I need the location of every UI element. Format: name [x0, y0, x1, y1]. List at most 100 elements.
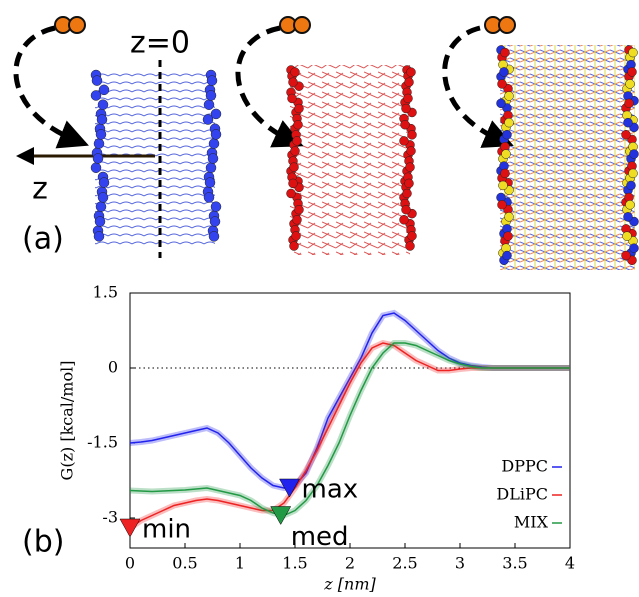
headgroup	[625, 200, 635, 210]
headgroup	[286, 188, 296, 199]
x-tick-label: 1	[235, 554, 245, 573]
headgroup	[209, 216, 221, 227]
headgroup	[406, 67, 416, 77]
headgroup	[98, 84, 110, 96]
path-arrow	[235, 25, 304, 148]
annotation-marker	[270, 506, 292, 526]
headgroup	[406, 146, 416, 156]
headgroup	[622, 231, 632, 241]
headgroup	[621, 250, 631, 261]
annotation-marker	[119, 518, 141, 538]
series-line	[129, 342, 570, 517]
headgroup	[623, 117, 633, 128]
headgroup	[404, 77, 414, 87]
headgroup	[98, 177, 110, 188]
headgroup	[502, 250, 512, 261]
headgroup	[400, 119, 410, 130]
y-axis-label: G(z) [kcal/mol]	[58, 361, 77, 481]
headgroup	[204, 177, 216, 188]
headgroup	[401, 103, 411, 114]
headgroup	[294, 103, 304, 114]
y-tick-label: 0	[108, 358, 118, 377]
solute	[293, 16, 311, 34]
headgroup	[405, 241, 415, 251]
headgroup	[628, 47, 638, 58]
headgroup	[401, 204, 411, 215]
headgroup	[293, 119, 303, 130]
annotation-label: min	[142, 515, 191, 545]
headgroup	[290, 146, 300, 156]
x-tick-label: 3	[455, 554, 465, 573]
headgroup	[403, 93, 413, 104]
headgroup	[502, 129, 512, 140]
headgroup	[290, 67, 300, 77]
panel-label: (b)	[22, 525, 64, 560]
headgroup	[291, 231, 301, 241]
x-tick-label: 2	[345, 554, 355, 573]
headgroup	[626, 180, 636, 191]
headgroup	[96, 114, 108, 125]
x-tick-label: 0.5	[172, 554, 197, 573]
headgroup	[627, 67, 637, 77]
x-tick-label: 3.5	[502, 554, 527, 573]
headgroup	[206, 75, 218, 86]
headgroup	[95, 129, 107, 140]
headgroup	[407, 130, 417, 140]
headgroup	[202, 114, 214, 125]
headgroup	[289, 162, 299, 172]
headgroup	[623, 212, 633, 222]
headgroup	[402, 188, 412, 199]
headgroup	[503, 231, 513, 241]
headgroup	[208, 138, 220, 149]
headgroup	[407, 231, 417, 241]
headgroup	[498, 180, 508, 191]
headgroup	[93, 231, 105, 242]
headgroup	[500, 47, 510, 58]
headgroup	[629, 243, 639, 253]
headgroup	[205, 90, 217, 101]
y-tick-label: 1.5	[93, 283, 118, 302]
path-arrow	[13, 25, 89, 149]
headgroup	[405, 162, 415, 172]
headgroup	[207, 153, 219, 164]
headgroup	[292, 136, 302, 146]
x-tick-label: 0	[125, 554, 135, 573]
headgroup	[288, 77, 298, 87]
headgroup	[203, 99, 215, 110]
headgroup	[287, 93, 297, 104]
y-tick-label: -1.5	[87, 433, 118, 452]
chart: 0 0.5 1 1.5 2 2.5 3 3.5 4 1.5 0 -1.5 -3 z [nm] G(z) [k…	[58, 283, 576, 594]
headgroup	[399, 215, 409, 225]
headgroup	[210, 201, 222, 212]
mix-bilayer	[500, 45, 635, 270]
headgroup	[93, 138, 105, 149]
headgroup	[504, 91, 514, 101]
headgroup	[97, 99, 109, 110]
headgroup	[497, 200, 507, 210]
headgroup	[97, 192, 109, 203]
headgroup	[91, 75, 103, 86]
headgroup	[210, 129, 222, 140]
headgroup	[504, 212, 514, 222]
panel-label: (a)	[22, 222, 64, 257]
x-tick-label: 2.5	[392, 554, 417, 573]
headgroup	[292, 215, 302, 225]
headgroup	[205, 162, 217, 173]
solute	[68, 16, 86, 34]
z0-label: z=0	[130, 26, 190, 61]
path-arrow	[442, 25, 514, 148]
legend-label: DPPC	[501, 457, 548, 476]
x-tick-label: 4	[565, 554, 575, 573]
x-axis-label: z [nm]	[323, 575, 376, 594]
headgroup	[500, 168, 510, 179]
annotation-label: med	[291, 522, 349, 552]
z-label: z	[32, 172, 48, 207]
headgroup	[208, 231, 220, 242]
annotation-label: max	[302, 475, 359, 505]
headgroup	[289, 241, 299, 251]
legend-label: DLiPC	[496, 485, 548, 504]
headgroup	[629, 149, 639, 159]
headgroup	[624, 98, 634, 109]
headgroup	[404, 178, 414, 189]
